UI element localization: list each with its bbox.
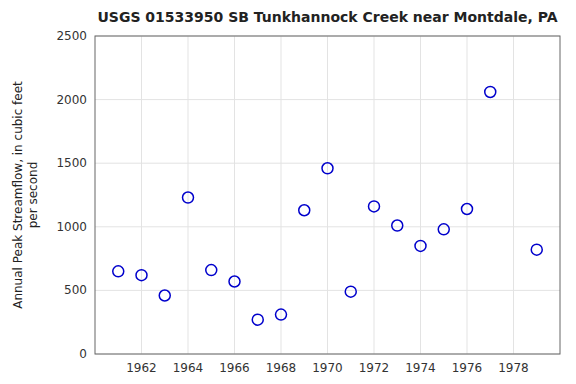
x-tick-label: 1962 xyxy=(126,361,157,375)
y-tick-label: 1500 xyxy=(56,156,87,170)
grid-line-x xyxy=(188,36,189,354)
x-tick-label: 1970 xyxy=(312,361,343,375)
point xyxy=(345,286,356,297)
x-tick-label: 1966 xyxy=(219,361,250,375)
x-tick-label: 1978 xyxy=(498,361,529,375)
y-tick-label: 2500 xyxy=(56,29,87,43)
chart-svg: 1962 1964 1966 1968 1970 1972 1974 1976 1978 0 500… xyxy=(0,0,576,384)
point xyxy=(462,203,473,214)
grid-line-y xyxy=(95,226,560,227)
x-tick-label: 1972 xyxy=(359,361,390,375)
point xyxy=(276,309,287,320)
point xyxy=(159,290,170,301)
y-tick-label: 1000 xyxy=(56,220,87,234)
y-tick-labels: 0 500 1000 1500 2000 2500 xyxy=(56,29,87,361)
plot-frame xyxy=(95,36,560,354)
grid-line-x xyxy=(327,36,328,354)
point xyxy=(322,163,333,174)
point xyxy=(438,224,449,235)
y-axis-label-line: per second xyxy=(26,162,40,229)
x-tick-label: 1976 xyxy=(452,361,483,375)
grid-line-x xyxy=(141,36,142,354)
grid-line-x xyxy=(234,36,235,354)
grid-line-x xyxy=(420,36,421,354)
grid-line-x xyxy=(281,36,282,354)
grid-line-y xyxy=(95,99,560,100)
x-tick-label: 1974 xyxy=(405,361,436,375)
points xyxy=(113,86,543,325)
x-tick-labels: 1962 1964 1966 1968 1970 1972 1974 1976 1978 xyxy=(126,361,529,375)
point xyxy=(113,266,124,277)
x-tick-label: 1964 xyxy=(173,361,204,375)
point xyxy=(183,192,194,203)
grid-line-x xyxy=(467,36,468,354)
background xyxy=(0,0,576,384)
point xyxy=(229,276,240,287)
chart-container: 1962 1964 1966 1968 1970 1972 1974 1976 1978 0 500… xyxy=(0,0,576,384)
y-tick-label: 0 xyxy=(79,347,87,361)
point xyxy=(206,265,217,276)
point xyxy=(136,270,147,281)
point xyxy=(299,205,310,216)
point xyxy=(392,220,403,231)
point xyxy=(415,240,426,251)
point xyxy=(485,86,496,97)
point xyxy=(369,201,380,212)
chart-title: USGS 01533950 SB Tunkhannock Creek near … xyxy=(97,9,557,25)
grid-line-x xyxy=(513,36,514,354)
grid xyxy=(95,36,560,354)
point xyxy=(531,244,542,255)
y-tick-label: 500 xyxy=(64,283,87,297)
y-axis-label-line: Annual Peak Streamflow, in cubic feet xyxy=(11,81,25,309)
y-tick-label: 2000 xyxy=(56,93,87,107)
y-axis-label: Annual Peak Streamflow, in cubic feetper… xyxy=(11,81,40,309)
x-tick-label: 1968 xyxy=(266,361,297,375)
point xyxy=(252,314,263,325)
grid-line-x xyxy=(374,36,375,354)
